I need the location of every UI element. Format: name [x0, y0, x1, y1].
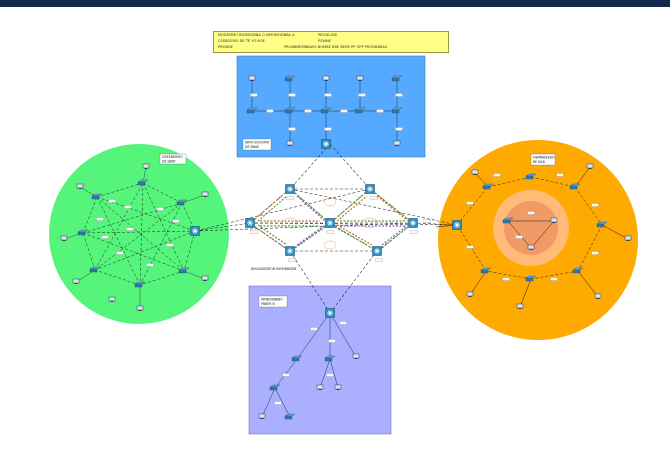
- info-legend-box: MODEMMO BOMMOBBA O MMOMODBBA A PRODLASE …: [213, 31, 449, 53]
- core-routers[interactable]: [245, 184, 418, 256]
- blue-zone-label: WMO BOGOMO DE BBAE: [242, 138, 272, 151]
- diagram-svg: GREENERMO DE BBAT WMO BOGOMO DE BBAE WMB…: [49, 55, 638, 435]
- window-top-bar: [0, 0, 670, 7]
- info-line1-right: PRODLASE: [318, 33, 338, 37]
- info-line3-right: PROBBNRMBBASS BOMBE BBE BEEB PP OPP PROD…: [284, 45, 388, 49]
- orange-zone-inner-links: [435, 166, 629, 308]
- orange-zone-label: GWMBBSEBO BE BAB: [530, 153, 556, 166]
- svg-text:DE BBAE: DE BBAE: [245, 145, 259, 149]
- svg-text:GREENERMO: GREENERMO: [162, 155, 183, 159]
- info-line2-right: PSWNE: [318, 39, 331, 43]
- core-label: BBOADBBROB BWMBBBRB: [251, 267, 297, 271]
- svg-text:WMBOBBBBO: WMBOBBBBO: [261, 298, 283, 302]
- green-zone-links: [82, 182, 196, 286]
- green-zone: [49, 144, 229, 324]
- svg-text:PBBER B: PBBER B: [261, 302, 275, 306]
- core-link-ovals: [281, 197, 379, 250]
- network-diagram-canvas: MODEMMO BOMMOBBA O MMOMODBBA A PRODLASE …: [0, 7, 670, 463]
- svg-text:DE BBAT: DE BBAT: [162, 160, 176, 164]
- info-line2-left: CSSBOSMO DE TE YO BOE: [218, 39, 265, 43]
- orange-inner-core: [504, 201, 558, 255]
- info-line3-left: PROBDE: [218, 45, 233, 49]
- svg-text:BE BAB: BE BAB: [533, 160, 545, 164]
- info-line1-left: MODEMMO BOMMOBBA O MMOMODBBA A: [218, 33, 295, 37]
- svg-text:WMO BOGOMO: WMO BOGOMO: [245, 141, 270, 145]
- purple-zone-label: WMBOBBBBO PBBER B: [258, 295, 288, 308]
- green-zone-label: GREENERMO DE BBAT: [159, 153, 187, 165]
- core-link-strips: [254, 192, 409, 249]
- svg-text:GWMBBSEBO: GWMBBSEBO: [533, 156, 555, 160]
- purple-zone: [248, 285, 392, 435]
